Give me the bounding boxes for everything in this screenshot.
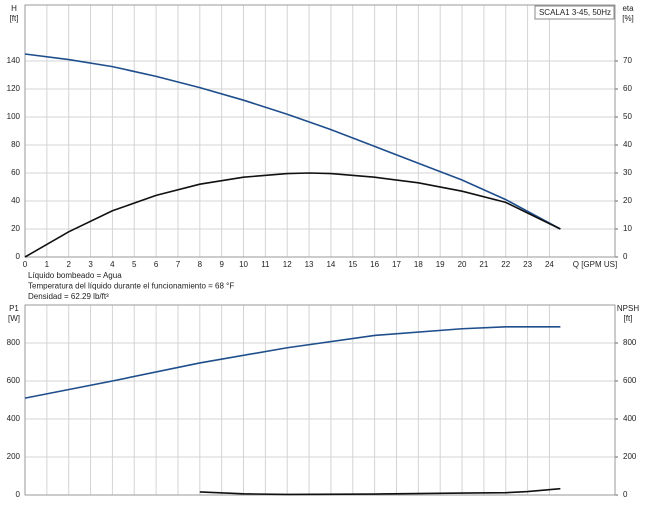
note: Temperatura del líquido durante el funci… — [28, 282, 234, 291]
x-tick-label: 8 — [198, 260, 203, 269]
x-tick-label: 0 — [23, 260, 28, 269]
x-tick-label: 14 — [326, 260, 335, 269]
x-tick-label: 4 — [110, 260, 115, 269]
plot-frame — [24, 4, 616, 258]
x-tick-label: 24 — [545, 260, 554, 269]
x-tick-label: 20 — [458, 260, 467, 269]
x-tick-label: 12 — [283, 260, 292, 269]
y-axis-label: [W] — [8, 314, 20, 323]
y-axis-label: P1 — [9, 304, 19, 313]
y-tick-label: 120 — [7, 84, 21, 93]
y2-tick-label: 600 — [623, 376, 637, 385]
curve — [199, 487, 561, 496]
y2-axis-label: [%] — [622, 14, 634, 23]
x-tick-label: 22 — [501, 260, 510, 269]
x-tick-label: 9 — [219, 260, 224, 269]
y2-tick-label: 20 — [623, 196, 632, 205]
x-tick-label: 23 — [523, 260, 532, 269]
y-tick-label: 20 — [11, 224, 20, 233]
curve — [24, 326, 561, 399]
y-tick-label: 60 — [11, 168, 20, 177]
y-axis-label: H — [11, 4, 17, 13]
x-tick-label: 7 — [176, 260, 181, 269]
x-tick-label: 3 — [88, 260, 93, 269]
y2-tick-label: 40 — [623, 140, 632, 149]
x-tick-label: 11 — [261, 260, 270, 269]
y2-tick-label: 200 — [623, 452, 637, 461]
plot-area — [24, 304, 616, 496]
legend-box — [534, 5, 615, 20]
x-tick-label: 6 — [154, 260, 159, 269]
x-tick-label: 5 — [132, 260, 137, 269]
x-tick-label: 1 — [45, 260, 50, 269]
x-tick-label: 13 — [305, 260, 314, 269]
y2-tick-label: 400 — [623, 414, 637, 423]
y-tick-label: 40 — [11, 196, 20, 205]
y-tick-label: 600 — [7, 376, 21, 385]
x-tick-label: 10 — [239, 260, 248, 269]
x-tick-label: 16 — [370, 260, 379, 269]
y2-tick-label: 0 — [623, 490, 628, 499]
y2-tick-label: 60 — [623, 84, 632, 93]
note: Líquido bombeado = Agua — [28, 271, 122, 280]
x-tick-label: 15 — [348, 260, 357, 269]
curve — [24, 53, 561, 230]
x-tick-label: 19 — [436, 260, 445, 269]
x-tick-label: 17 — [392, 260, 401, 269]
note: Densidad = 62.29 lb/ft³ — [28, 292, 109, 301]
y2-tick-label: 800 — [623, 338, 637, 347]
legend-text: SCALA1 3-45, 50Hz — [539, 8, 611, 17]
y2-axis-label: eta — [622, 4, 634, 13]
y-tick-label: 200 — [7, 452, 21, 461]
y-tick-label: 400 — [7, 414, 21, 423]
x-tick-label: 21 — [479, 260, 488, 269]
x-tick-label: 2 — [66, 260, 71, 269]
y-axis-label: [ft] — [10, 14, 19, 23]
y2-tick-label: 50 — [623, 112, 632, 121]
y2-tick-label: 10 — [623, 224, 632, 233]
y2-tick-label: 0 — [623, 252, 628, 261]
y-tick-label: 140 — [7, 56, 21, 65]
y2-tick-label: 70 — [623, 56, 632, 65]
y-tick-label: 800 — [7, 338, 21, 347]
y2-axis-label: [ft] — [624, 314, 633, 323]
y-tick-label: 0 — [16, 252, 21, 261]
y-tick-label: 100 — [7, 112, 21, 121]
x-tick-label: 18 — [414, 260, 423, 269]
y2-axis-label: NPSH — [617, 304, 639, 313]
y-tick-label: 80 — [11, 140, 20, 149]
curve — [24, 172, 561, 258]
y2-tick-label: 30 — [623, 168, 632, 177]
y-tick-label: 0 — [16, 490, 21, 499]
plot-area — [24, 4, 616, 258]
x-axis-label: Q [GPM US] — [573, 260, 617, 269]
